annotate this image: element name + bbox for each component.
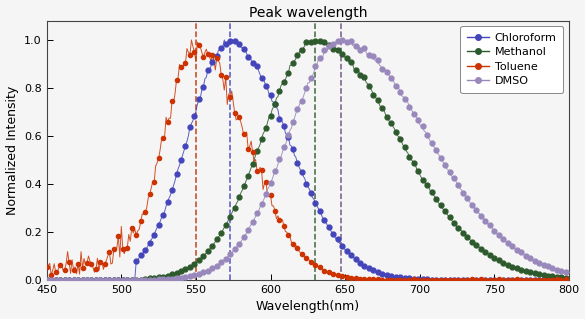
Title: Peak wavelength: Peak wavelength <box>249 5 367 19</box>
Y-axis label: Normalized Intensity: Normalized Intensity <box>5 86 19 215</box>
Legend: Chloroform, Methanol, Toluene, DMSO: Chloroform, Methanol, Toluene, DMSO <box>460 26 563 93</box>
X-axis label: Wavelength(nm): Wavelength(nm) <box>256 300 360 314</box>
